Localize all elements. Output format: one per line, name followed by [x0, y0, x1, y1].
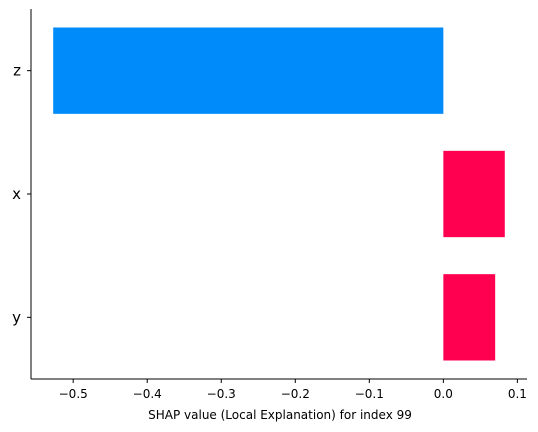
x-tick-label: −0.1	[355, 387, 384, 401]
x-tick-label: 0.0	[434, 387, 453, 401]
y-tick-label: y	[12, 308, 21, 326]
bar-y	[443, 274, 496, 361]
x-tick-label: 0.1	[508, 387, 527, 401]
bars-group	[53, 27, 505, 361]
y-ticks-group: z x y	[12, 62, 31, 326]
y-tick-label: x	[12, 185, 21, 203]
y-tick-label: z	[13, 62, 21, 80]
x-tick-label: −0.5	[59, 387, 88, 401]
bar-z	[53, 27, 444, 114]
x-tick-label: −0.3	[207, 387, 236, 401]
x-axis-title: SHAP value (Local Explanation) for index…	[148, 408, 412, 422]
x-tick-label: −0.2	[281, 387, 310, 401]
x-tick-label: −0.4	[133, 387, 162, 401]
x-ticks-group: −0.5 −0.4 −0.3 −0.2 −0.1 0.0 0.1	[59, 379, 527, 401]
bar-x	[443, 150, 505, 238]
